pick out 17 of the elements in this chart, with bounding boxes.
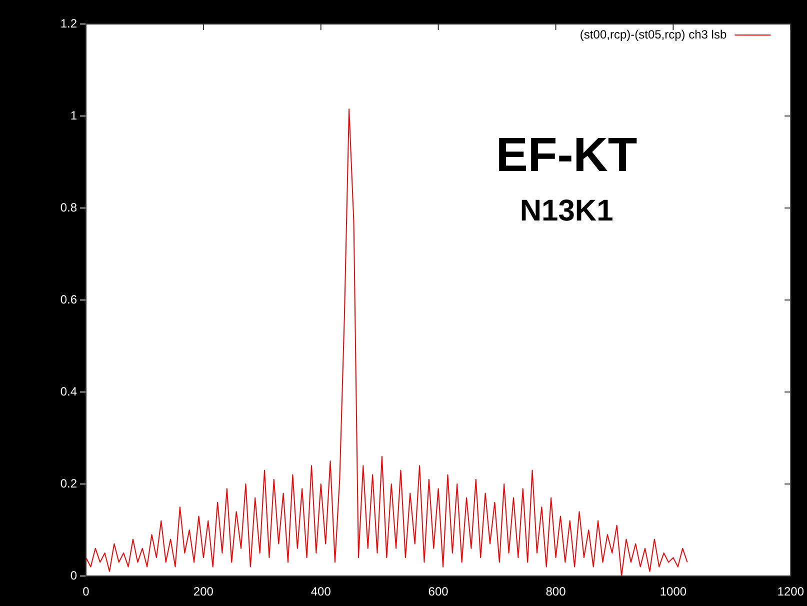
x-tick-label: 600	[428, 584, 449, 599]
annotation: N13K1	[520, 194, 614, 228]
y-tick-label: 0.2	[60, 476, 78, 490]
annotation: EF-KT	[496, 129, 638, 182]
y-tick-label: 0	[70, 568, 78, 582]
x-tick-label: 1200	[777, 584, 804, 599]
text: (st00,rcp)-(st05,rcp) ch3 lsb	[580, 27, 727, 42]
y-tick-label: 0.4	[60, 384, 78, 398]
y-tick-label: 0.8	[60, 200, 78, 214]
x-tick-label: 800	[546, 584, 566, 599]
x-tick-label: 1000	[660, 584, 687, 599]
y-tick-label: 0.6	[60, 292, 78, 306]
x-tick-label: 200	[193, 584, 214, 599]
x-tick-label: 0	[82, 584, 90, 599]
y-tick-label: 1	[70, 108, 78, 122]
y-tick-label: 1.2	[60, 16, 78, 30]
x-tick-label: 400	[310, 584, 332, 599]
